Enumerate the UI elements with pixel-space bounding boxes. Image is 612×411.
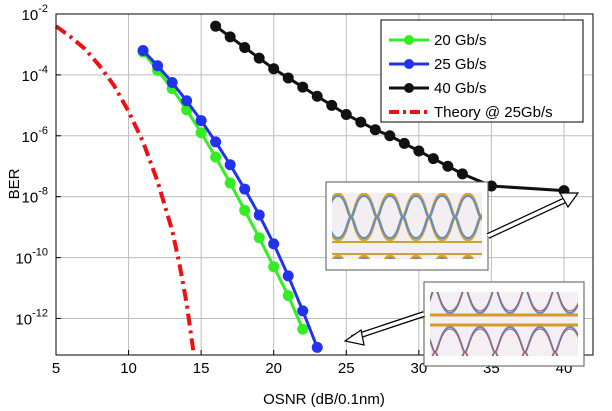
series-point xyxy=(253,52,265,64)
legend-marker xyxy=(404,59,414,69)
eye-diagram-inset-25g xyxy=(423,281,585,367)
series-point xyxy=(195,127,207,139)
series-1 xyxy=(137,45,323,353)
y-tick-label: 10-10 xyxy=(15,247,48,268)
series-point xyxy=(210,136,222,148)
y-tick-label: 10-8 xyxy=(22,186,48,207)
series-point xyxy=(369,124,381,136)
series-point xyxy=(384,130,396,142)
series-point xyxy=(152,60,164,72)
series-point xyxy=(355,116,367,128)
series-point xyxy=(239,41,251,53)
legend-entry: 25 Gb/s xyxy=(389,56,487,73)
legend: 20 Gb/s 25 Gb/s 40 Gb/s Theory @ 25Gb/s xyxy=(380,19,584,123)
series-point xyxy=(166,77,178,89)
series-point xyxy=(224,31,236,43)
series-point xyxy=(398,137,410,149)
series-point xyxy=(427,153,439,165)
x-tick-label: 15 xyxy=(193,360,210,377)
x-tick-label: 20 xyxy=(265,360,282,377)
callout-arrow-25g xyxy=(343,311,425,346)
legend-entry: 40 Gb/s xyxy=(389,80,487,97)
y-tick-labels: 10-2 10-4 10-6 10-8 10-10 10-12 xyxy=(15,3,61,328)
plot-frame xyxy=(55,13,594,356)
series-point xyxy=(297,305,309,317)
series-point xyxy=(137,45,149,57)
series-layer xyxy=(54,20,570,356)
series-point xyxy=(340,108,352,120)
legend-label: 40 Gb/s xyxy=(434,80,487,97)
series-point xyxy=(181,95,193,107)
series-point xyxy=(282,270,294,282)
series-2 xyxy=(210,20,570,197)
x-tick-label: 5 xyxy=(52,360,60,377)
legend-label: 20 Gb/s xyxy=(434,32,487,49)
series-3 xyxy=(54,24,196,356)
legend-label: Theory @ 25Gb/s xyxy=(434,104,553,121)
x-axis-label: OSNR (dB/0.1nm) xyxy=(263,391,385,408)
series-point xyxy=(442,160,454,172)
legend-label: 25 Gb/s xyxy=(434,56,487,73)
y-tick-label: 10-12 xyxy=(15,307,48,328)
legend-marker xyxy=(404,83,414,93)
y-tick-label: 10-2 xyxy=(22,3,48,24)
series-point xyxy=(210,20,222,32)
x-tick-label: 30 xyxy=(410,360,427,377)
series-point xyxy=(326,99,338,111)
series-point xyxy=(456,168,468,180)
series-point xyxy=(253,232,265,244)
series-point xyxy=(253,209,265,221)
series-line xyxy=(54,24,196,356)
series-point xyxy=(239,204,251,216)
series-point xyxy=(239,183,251,195)
x-tick-labels: 5 10 15 20 25 30 35 40 xyxy=(52,350,572,377)
legend-entry: 20 Gb/s xyxy=(389,32,487,49)
series-point xyxy=(268,261,280,273)
series-point xyxy=(268,63,280,75)
legend-entry: Theory @ 25Gb/s xyxy=(389,104,553,121)
legend-marker xyxy=(404,35,414,45)
series-point xyxy=(224,159,236,171)
series-point xyxy=(195,115,207,127)
series-point xyxy=(297,81,309,93)
series-point xyxy=(282,72,294,84)
series-point xyxy=(268,238,280,250)
series-point xyxy=(210,151,222,163)
x-tick-label: 25 xyxy=(338,360,355,377)
series-point xyxy=(297,323,309,335)
y-tick-label: 10-4 xyxy=(22,64,48,85)
eye-diagram-inset-40g xyxy=(325,181,489,271)
series-point xyxy=(413,145,425,157)
series-point xyxy=(311,341,323,353)
series-point xyxy=(311,90,323,102)
callout-arrow-40g xyxy=(486,192,580,239)
x-tick-label: 10 xyxy=(120,360,137,377)
series-point xyxy=(282,290,294,302)
y-tick-label: 10-6 xyxy=(22,125,48,146)
series-point xyxy=(224,177,236,189)
y-axis-label: BER xyxy=(6,168,23,199)
